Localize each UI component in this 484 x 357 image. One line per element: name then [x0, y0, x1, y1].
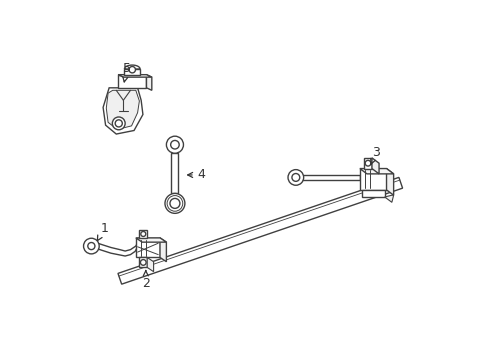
Circle shape — [165, 193, 184, 213]
Polygon shape — [139, 257, 147, 267]
Circle shape — [115, 120, 122, 127]
Text: 2: 2 — [141, 271, 150, 290]
Polygon shape — [359, 169, 393, 174]
Circle shape — [83, 238, 99, 254]
Polygon shape — [363, 158, 371, 169]
Text: 3: 3 — [370, 146, 379, 165]
Circle shape — [166, 136, 183, 153]
Polygon shape — [118, 75, 146, 88]
Polygon shape — [359, 169, 386, 190]
Polygon shape — [98, 232, 142, 256]
Polygon shape — [106, 90, 139, 130]
Polygon shape — [371, 158, 378, 174]
Circle shape — [112, 117, 125, 130]
Polygon shape — [139, 230, 147, 238]
Circle shape — [287, 170, 303, 185]
Polygon shape — [147, 257, 153, 272]
Polygon shape — [103, 88, 143, 134]
Circle shape — [169, 198, 180, 208]
Circle shape — [88, 242, 95, 250]
Circle shape — [140, 231, 146, 236]
Circle shape — [364, 160, 370, 166]
Polygon shape — [136, 238, 166, 242]
Polygon shape — [384, 195, 393, 202]
Text: 5: 5 — [122, 62, 131, 82]
Polygon shape — [118, 177, 402, 284]
Polygon shape — [386, 169, 393, 195]
Circle shape — [170, 140, 179, 149]
Polygon shape — [299, 175, 359, 180]
Polygon shape — [118, 75, 151, 77]
Polygon shape — [171, 153, 178, 193]
Polygon shape — [361, 190, 384, 197]
Polygon shape — [136, 238, 160, 257]
Circle shape — [140, 260, 146, 265]
Polygon shape — [124, 65, 140, 69]
Polygon shape — [160, 238, 166, 262]
Polygon shape — [146, 75, 151, 90]
Text: 4: 4 — [187, 169, 205, 181]
Circle shape — [291, 174, 299, 181]
Polygon shape — [124, 69, 140, 75]
Text: 1: 1 — [97, 222, 108, 241]
Circle shape — [129, 66, 135, 73]
